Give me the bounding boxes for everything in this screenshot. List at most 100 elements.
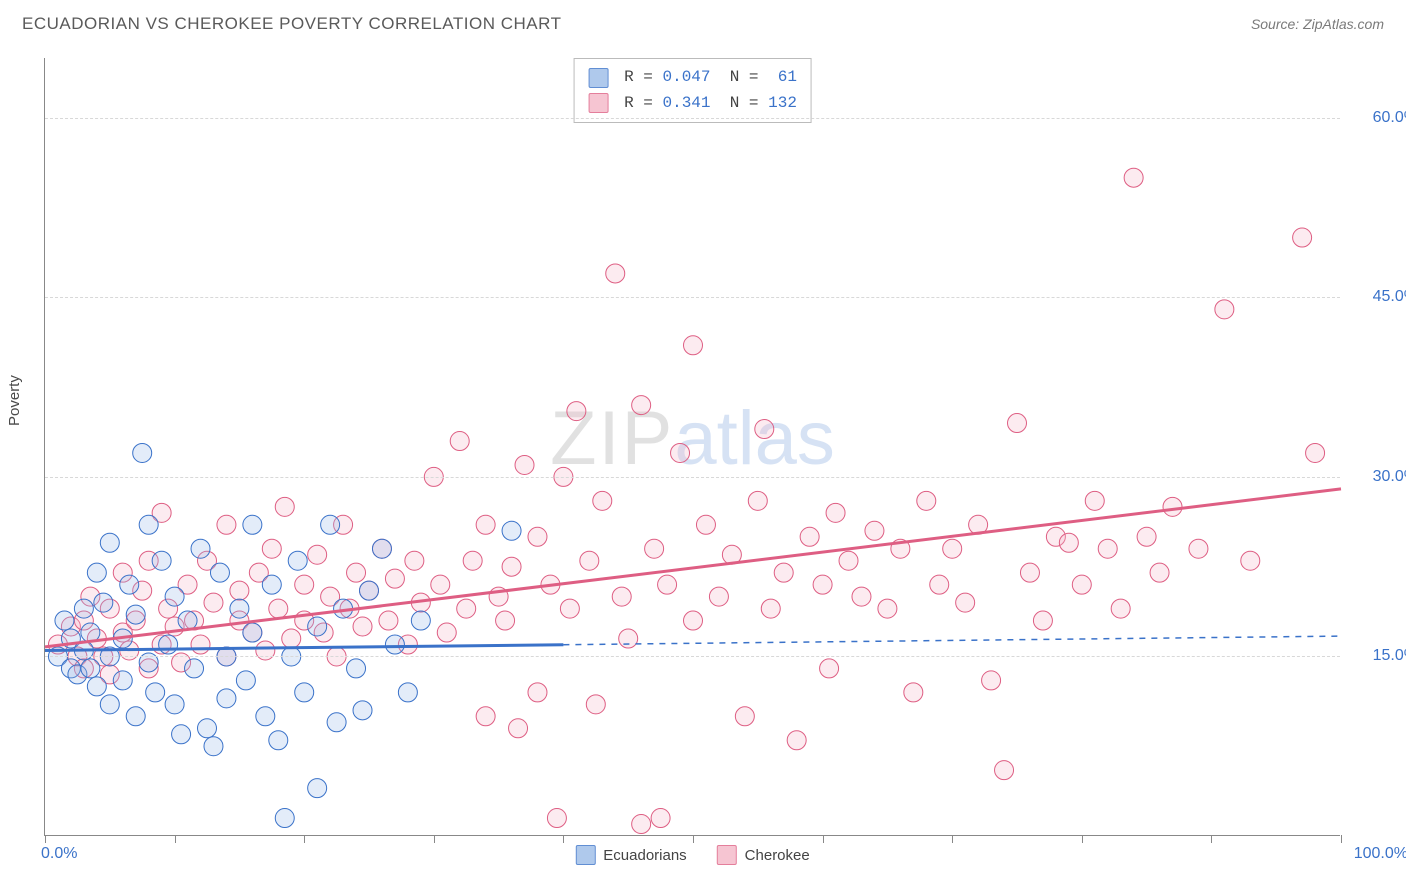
data-point [431, 575, 450, 594]
data-point [308, 779, 327, 798]
data-point [308, 545, 327, 564]
data-point [204, 593, 223, 612]
x-tick [563, 835, 564, 843]
data-point [839, 551, 858, 570]
data-point [282, 629, 301, 648]
x-tick [1082, 835, 1083, 843]
data-point [1163, 497, 1182, 516]
data-point [709, 587, 728, 606]
data-point [813, 575, 832, 594]
data-point [113, 671, 132, 690]
data-point [930, 575, 949, 594]
data-point [295, 683, 314, 702]
data-point [100, 533, 119, 552]
data-point [1215, 300, 1234, 319]
data-point [146, 683, 165, 702]
data-point [586, 695, 605, 714]
data-point [1111, 599, 1130, 618]
data-point [126, 605, 145, 624]
data-point [619, 629, 638, 648]
data-point [632, 396, 651, 415]
data-point [463, 551, 482, 570]
data-point [198, 719, 217, 738]
series-legend: EcuadoriansCherokee [575, 845, 809, 865]
data-point [94, 593, 113, 612]
data-point [1150, 563, 1169, 582]
data-point [748, 491, 767, 510]
data-point [917, 491, 936, 510]
data-point [982, 671, 1001, 690]
data-point [437, 623, 456, 642]
x-tick [434, 835, 435, 843]
data-point [450, 432, 469, 451]
data-point [1098, 539, 1117, 558]
data-point [269, 599, 288, 618]
data-point [275, 809, 294, 828]
data-point [243, 623, 262, 642]
legend-swatch-icon [575, 845, 595, 865]
data-point [1072, 575, 1091, 594]
data-point [385, 635, 404, 654]
data-point [327, 713, 346, 732]
data-point [152, 551, 171, 570]
legend-item: Cherokee [717, 845, 810, 865]
data-point [956, 593, 975, 612]
x-tick [304, 835, 305, 843]
chart-container: ECUADORIAN VS CHEROKEE POVERTY CORRELATI… [0, 0, 1406, 892]
data-point [243, 515, 262, 534]
data-point [645, 539, 664, 558]
data-point [684, 611, 703, 630]
y-tick-label: 60.0% [1346, 109, 1406, 127]
data-point [1033, 611, 1052, 630]
x-tick [175, 835, 176, 843]
data-point [87, 563, 106, 582]
data-point [139, 515, 158, 534]
data-point [567, 402, 586, 421]
data-point [275, 497, 294, 516]
data-point [204, 737, 223, 756]
data-point [1020, 563, 1039, 582]
data-point [1189, 539, 1208, 558]
data-point [288, 551, 307, 570]
data-point [210, 563, 229, 582]
data-point [515, 455, 534, 474]
data-point [405, 551, 424, 570]
data-point [236, 671, 255, 690]
data-point [269, 731, 288, 750]
data-point [502, 521, 521, 540]
data-point [1241, 551, 1260, 570]
x-tick [693, 835, 694, 843]
data-point [865, 521, 884, 540]
data-point [308, 617, 327, 636]
data-point [1124, 168, 1143, 187]
data-point [476, 707, 495, 726]
data-point [120, 575, 139, 594]
x-tick [1211, 835, 1212, 843]
legend-label: Cherokee [745, 847, 810, 864]
data-point [398, 683, 417, 702]
y-tick-label: 45.0% [1346, 288, 1406, 306]
data-point [217, 689, 236, 708]
x-tick [952, 835, 953, 843]
grid-line [45, 656, 1340, 657]
data-point [126, 707, 145, 726]
data-point [385, 569, 404, 588]
x-tick [45, 835, 46, 843]
data-point [81, 659, 100, 678]
data-point [774, 563, 793, 582]
grid-line [45, 297, 1340, 298]
data-point [593, 491, 612, 510]
data-point [560, 599, 579, 618]
data-point [360, 581, 379, 600]
data-point [217, 515, 236, 534]
data-point [509, 719, 528, 738]
data-point [262, 539, 281, 558]
data-point [74, 599, 93, 618]
data-point [191, 635, 210, 654]
x-axis-max-label: 100.0% [1354, 845, 1406, 863]
data-point [612, 587, 631, 606]
data-point [256, 707, 275, 726]
y-tick-label: 30.0% [1346, 468, 1406, 486]
y-axis-label: Poverty [6, 375, 23, 426]
plot-area: ZIPatlas R = 0.047 N = 61R = 0.341 N = 1… [44, 58, 1340, 836]
